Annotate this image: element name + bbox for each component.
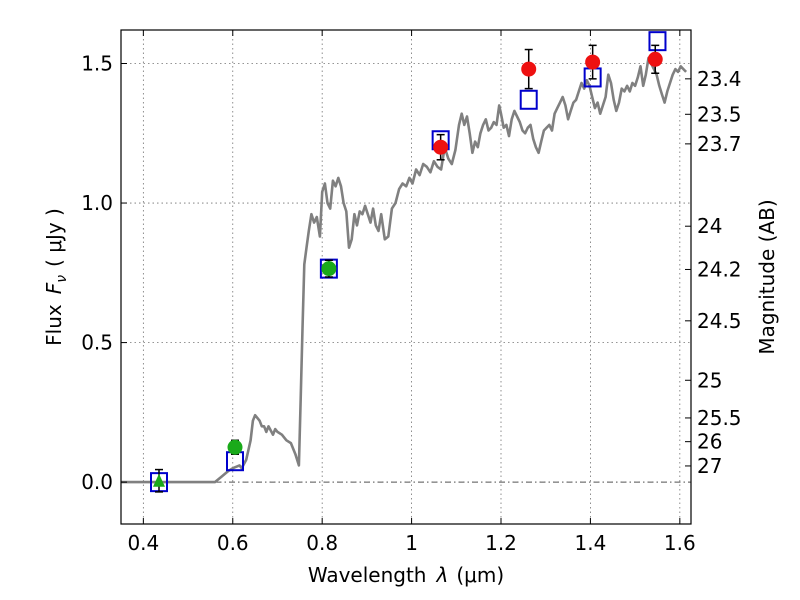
x-tick-label: 0.8 bbox=[306, 531, 338, 555]
x-tick-label: 0.4 bbox=[127, 531, 159, 555]
upper-limit-triangle bbox=[153, 473, 165, 487]
magnitude-tick-label: 23.7 bbox=[697, 132, 742, 156]
magnitude-tick-label: 23.5 bbox=[697, 102, 742, 126]
magnitude-tick-label: 24 bbox=[697, 214, 722, 238]
observed-flux-point bbox=[647, 51, 663, 67]
x-tick-label: 1.2 bbox=[485, 531, 517, 555]
magnitude-tick-label: 24.5 bbox=[697, 309, 742, 333]
observed-flux-point bbox=[433, 139, 449, 155]
grid-layer bbox=[121, 30, 691, 524]
y-tick-label: 1.5 bbox=[81, 51, 113, 75]
model-flux-square bbox=[519, 89, 538, 110]
y-tick-label: 1.0 bbox=[81, 191, 113, 215]
marker-layer bbox=[150, 31, 667, 493]
magnitude-tick-label: 24.2 bbox=[697, 257, 742, 281]
y-tick-label: 0.0 bbox=[81, 470, 113, 494]
y-axis-label: FluxFν( μJy ) bbox=[42, 208, 70, 346]
y-tick-label: 0.5 bbox=[81, 331, 113, 355]
magnitude-tick-label: 27 bbox=[697, 454, 722, 478]
template-spectrum-layer bbox=[121, 56, 688, 484]
observed-flux-point bbox=[585, 54, 601, 70]
observed-flux-point bbox=[321, 261, 337, 277]
observed-flux-point bbox=[521, 61, 537, 77]
x-axis-label: Wavelength λ (μm) bbox=[308, 563, 504, 587]
model-flux-square bbox=[648, 31, 667, 52]
magnitude-tick-label: 23.4 bbox=[697, 67, 742, 91]
tick-layer: 0.4 0.6 0.8 1 1.2 1.4 1.6 0.0 0.5 1.0 1.5 23.4 23.5 2… bbox=[81, 30, 742, 555]
plot-frame bbox=[120, 29, 692, 525]
x-tick-label: 1.4 bbox=[575, 531, 607, 555]
template-spectrum-line bbox=[121, 56, 688, 484]
magnitude-tick-label: 25 bbox=[697, 368, 722, 392]
magnitude-tick-label: 26 bbox=[697, 430, 722, 454]
x-tick-label: 1 bbox=[405, 531, 418, 555]
x-tick-label: 0.6 bbox=[217, 531, 249, 555]
magnitude-tick-label: 25.5 bbox=[697, 406, 742, 430]
observed-flux-point bbox=[227, 439, 243, 455]
y2-axis-label: Magnitude (AB) bbox=[755, 199, 779, 354]
x-tick-label: 1.6 bbox=[664, 531, 696, 555]
